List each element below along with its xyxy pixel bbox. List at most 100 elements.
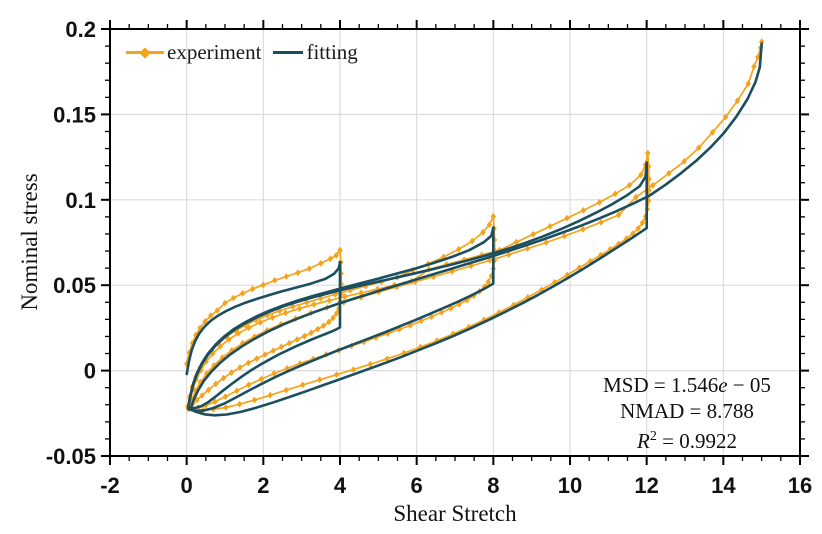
diamond-marker-icon	[236, 400, 243, 408]
diamond-marker-icon	[616, 240, 622, 248]
diamond-marker-icon	[278, 343, 285, 351]
diamond-marker-icon	[223, 404, 229, 411]
diamond-marker-icon	[598, 251, 604, 259]
diamond-marker-icon	[213, 380, 219, 388]
diamond-marker-icon	[188, 396, 195, 404]
diamond-marker-icon	[217, 342, 224, 350]
legend-item-fitting: fitting	[273, 40, 358, 65]
diamond-marker-icon	[294, 336, 300, 343]
diamond-marker-icon	[616, 211, 622, 219]
diamond-marker-icon	[212, 398, 218, 406]
diamond-marker-icon	[282, 309, 289, 317]
diamond-marker-icon	[327, 255, 334, 263]
diamond-marker-icon	[311, 301, 317, 308]
diamond-marker-icon	[205, 386, 212, 394]
diamond-marker-icon	[194, 396, 200, 404]
x-tick-label: 12	[634, 473, 658, 498]
x-tick-label: 6	[411, 473, 423, 498]
diamond-marker-icon	[576, 264, 582, 272]
diamond-marker-icon	[506, 251, 512, 258]
y-axis-label: Nominal stress	[17, 173, 42, 311]
diamond-marker-icon	[214, 307, 220, 314]
y-tick-label: 0.1	[65, 188, 96, 213]
diamond-marker-icon	[269, 314, 276, 321]
diamond-marker-icon	[249, 285, 256, 293]
x-tick-label: 4	[334, 473, 347, 498]
series-path-experiment	[188, 152, 650, 411]
legend-label-experiment: experiment	[167, 40, 262, 64]
diamond-marker-icon	[246, 324, 252, 332]
diamond-marker-icon	[222, 299, 228, 307]
x-tick-label: 8	[487, 473, 499, 498]
diamond-marker-icon	[751, 63, 757, 70]
diamond-marker-icon	[639, 219, 646, 227]
diamond-marker-icon	[745, 80, 751, 88]
y-tick-label: 0.15	[53, 102, 96, 127]
series-path-fitting	[189, 42, 763, 411]
diamond-marker-icon	[337, 246, 343, 254]
diamond-marker-icon	[283, 273, 289, 280]
x-tick-label: 2	[257, 473, 269, 498]
diamond-marker-icon	[645, 149, 651, 157]
diamond-marker-icon	[596, 199, 603, 206]
diamond-marker-icon	[296, 305, 303, 312]
diamond-marker-icon	[681, 158, 687, 165]
x-tick-label: -2	[100, 473, 120, 498]
diamond-marker-icon	[317, 376, 323, 384]
series-path-fitting	[186, 260, 342, 410]
diamond-marker-icon	[417, 343, 424, 351]
nmad-line: NMAD = 8.788	[620, 399, 754, 423]
diamond-marker-icon	[456, 245, 462, 253]
diamond-marker-icon	[722, 113, 729, 121]
series-path-fitting	[186, 161, 648, 410]
legend-label-fitting: fitting	[306, 40, 358, 64]
series-path-fitting	[189, 161, 648, 417]
diamond-marker-icon	[226, 336, 232, 343]
diamond-marker-icon	[333, 310, 340, 317]
diamond-marker-icon	[300, 381, 306, 389]
diamond-marker-icon	[580, 207, 587, 214]
diamond-marker-icon	[262, 351, 268, 358]
r-squared-line: R2 = 0.9922	[637, 429, 737, 453]
fitting-line-icon	[273, 51, 304, 54]
diamond-marker-icon	[734, 97, 741, 105]
diamond-marker-icon	[203, 358, 209, 365]
diamond-marker-icon	[633, 193, 639, 201]
x-tick-label: 14	[711, 473, 736, 498]
diamond-marker-icon	[367, 360, 373, 368]
diamond-marker-icon	[587, 257, 593, 265]
diamond-marker-icon	[186, 349, 192, 357]
x-tick-label: 0	[181, 473, 193, 498]
diamond-marker-icon	[254, 355, 260, 362]
y-tick-label: 0.05	[53, 273, 96, 298]
series-path-fitting	[185, 260, 342, 376]
diamond-marker-icon	[561, 232, 568, 240]
diamond-marker-icon	[480, 228, 486, 236]
diamond-marker-icon	[270, 347, 276, 354]
diamond-marker-icon	[301, 332, 308, 340]
legend: experiment fitting	[126, 40, 358, 65]
diamond-marker-icon	[283, 386, 289, 394]
diamond-marker-icon	[237, 364, 243, 371]
diamond-marker-icon	[490, 213, 496, 220]
diamond-marker-icon	[401, 349, 407, 357]
diamond-marker-icon	[290, 303, 296, 310]
diamond-marker-icon	[485, 278, 492, 286]
diamond-marker-icon	[564, 214, 570, 222]
x-tick-label: 10	[558, 473, 582, 498]
diamond-marker-icon	[211, 362, 217, 369]
diamond-marker-icon	[440, 253, 447, 261]
series-path-fitting	[186, 226, 495, 413]
diamond-marker-icon	[580, 225, 586, 233]
diamond-marker-icon	[342, 293, 348, 300]
msd-line: MSD = 1.546e − 05	[603, 373, 771, 397]
diamond-marker-icon	[295, 269, 301, 277]
diamond-marker-icon	[318, 259, 324, 267]
diamond-marker-icon	[666, 169, 672, 177]
diamond-marker-icon	[234, 387, 240, 395]
diamond-marker-icon	[564, 271, 570, 279]
diamond-marker-icon	[350, 366, 357, 373]
diamond-marker-icon	[258, 375, 265, 383]
diamond-marker-icon	[257, 319, 263, 326]
